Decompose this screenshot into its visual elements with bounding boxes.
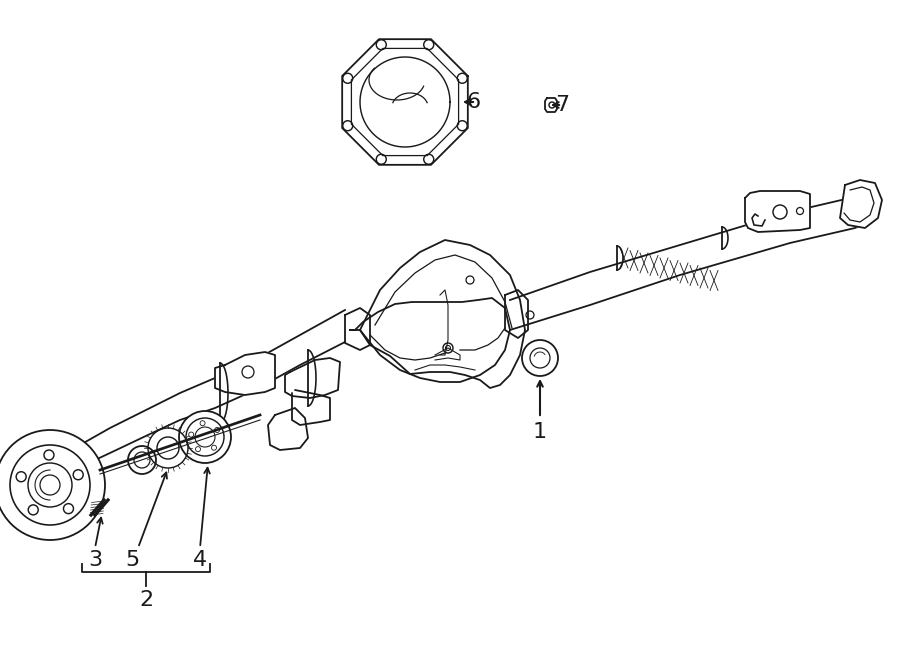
Polygon shape xyxy=(360,240,525,388)
Text: 2: 2 xyxy=(139,590,153,610)
Text: 4: 4 xyxy=(193,550,207,570)
Circle shape xyxy=(128,446,156,474)
Circle shape xyxy=(0,430,105,540)
Polygon shape xyxy=(342,39,468,165)
Polygon shape xyxy=(215,352,275,395)
Text: 3: 3 xyxy=(88,550,102,570)
Polygon shape xyxy=(292,390,330,425)
Polygon shape xyxy=(345,308,370,350)
Polygon shape xyxy=(350,298,510,382)
Text: 5: 5 xyxy=(125,550,140,570)
Polygon shape xyxy=(505,290,528,338)
Polygon shape xyxy=(285,358,340,398)
Text: 1: 1 xyxy=(533,422,547,442)
Polygon shape xyxy=(268,408,308,450)
Polygon shape xyxy=(840,180,882,228)
Circle shape xyxy=(179,411,231,463)
Text: 7: 7 xyxy=(555,95,569,115)
Polygon shape xyxy=(745,191,810,232)
Text: 6: 6 xyxy=(467,92,482,112)
Polygon shape xyxy=(545,98,557,112)
